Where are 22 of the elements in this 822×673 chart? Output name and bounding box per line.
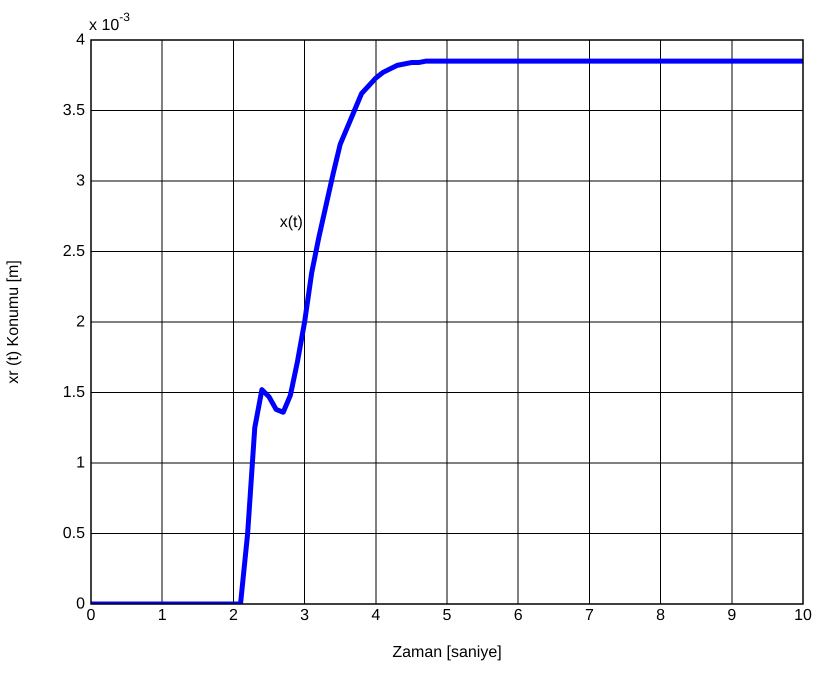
y-tick-label: 3.5: [62, 102, 86, 119]
x-tick-label: 8: [656, 607, 666, 624]
y-tick-label: 2: [76, 313, 86, 330]
y-tick-label: 3: [76, 172, 86, 190]
y-tick-label: 1: [76, 454, 86, 472]
x-tick-label: 7: [584, 607, 594, 624]
x-tick-label: 3: [300, 607, 310, 624]
x-tick-label: 2: [228, 607, 238, 624]
y-tick-label: 0.5: [62, 524, 86, 542]
x-tick-label: 5: [442, 607, 452, 624]
x-tick-label: 4: [371, 607, 380, 624]
series-label: x(t): [280, 214, 303, 231]
y-axis-title: xr (t) Konumu [m]: [5, 260, 22, 384]
x-tick-label: 1: [158, 607, 167, 624]
y-tick-label: 2.5: [62, 242, 86, 260]
x-tick-label: 9: [727, 607, 736, 624]
y-tick-label: 4: [76, 31, 86, 48]
x-tick-label: 6: [514, 607, 523, 624]
x-axis-title: Zaman [saniye]: [392, 644, 502, 661]
x-tick-label: 10: [794, 607, 812, 624]
y-tick-label: 1.5: [62, 384, 86, 401]
y-tick-label: 0: [76, 595, 86, 612]
